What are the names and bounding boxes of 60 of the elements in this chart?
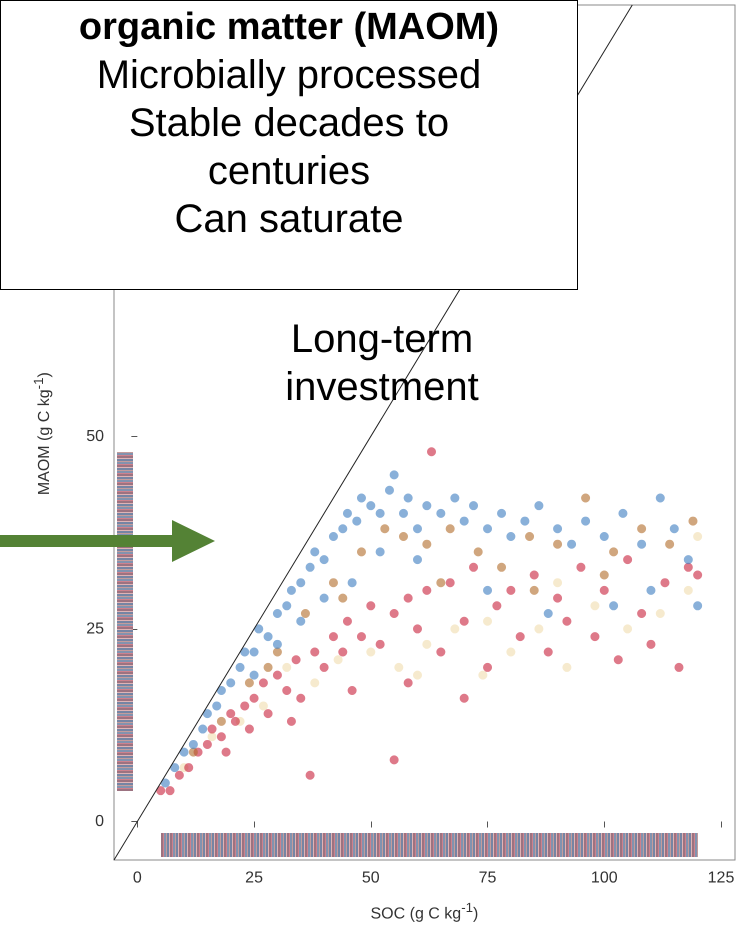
point	[637, 524, 646, 534]
x-axis-title: SOC (g C kg$^{-1}$)	[370, 900, 478, 924]
point	[380, 524, 390, 534]
point	[600, 570, 609, 580]
point	[530, 586, 539, 595]
point	[506, 648, 516, 657]
annotation: Microbially processed	[96, 52, 482, 99]
point	[422, 540, 432, 549]
point	[356, 547, 366, 556]
point	[258, 701, 268, 710]
point	[450, 624, 460, 634]
point	[562, 662, 572, 672]
point	[693, 532, 702, 541]
point	[436, 578, 446, 588]
x-tick-label: 0	[132, 870, 142, 886]
point	[334, 655, 343, 664]
point	[282, 662, 292, 672]
annotation: Can saturate	[173, 196, 405, 243]
x-tick-label: 25	[245, 870, 264, 886]
x-tick-label: 50	[362, 870, 380, 886]
point	[609, 547, 618, 556]
x-tick-label: 75	[478, 870, 497, 886]
point	[581, 493, 590, 502]
point	[338, 594, 348, 603]
point	[553, 578, 562, 588]
y-tick-label: 50	[86, 428, 104, 445]
point	[208, 732, 217, 742]
point	[264, 662, 273, 672]
y-tick-label: 25	[86, 620, 104, 638]
point	[244, 678, 254, 688]
point	[497, 562, 506, 572]
x-tick-label: 100	[590, 870, 618, 886]
point	[300, 609, 310, 618]
point	[623, 624, 632, 634]
point	[665, 540, 674, 549]
point	[684, 586, 693, 595]
point	[366, 648, 376, 657]
point	[422, 640, 432, 649]
point	[310, 678, 320, 688]
annotation: organic matter (MAOM)	[78, 5, 500, 50]
point	[590, 601, 600, 610]
point	[399, 532, 408, 541]
annotation: Stable decades to centuries	[128, 100, 450, 195]
y-tick-label: 0	[95, 812, 104, 830]
point	[328, 578, 338, 588]
point	[188, 748, 198, 757]
point	[413, 670, 422, 680]
point	[478, 670, 488, 680]
point	[216, 716, 226, 726]
point	[553, 540, 562, 549]
point	[474, 547, 483, 556]
point	[525, 532, 534, 541]
point	[534, 624, 544, 634]
point	[272, 648, 282, 657]
point	[483, 616, 492, 626]
point	[688, 516, 698, 526]
point	[656, 609, 665, 618]
point	[394, 662, 404, 672]
x-tick-label: 125	[708, 870, 734, 886]
point	[446, 524, 455, 534]
